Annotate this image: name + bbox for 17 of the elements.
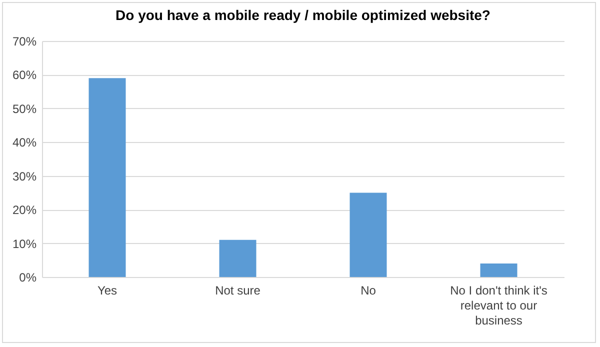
- y-tick-label: 50%: [12, 102, 37, 116]
- bar: [350, 192, 387, 277]
- x-tick-label: No: [360, 284, 376, 298]
- chart-title: Do you have a mobile ready / mobile optimized website?: [116, 7, 490, 23]
- x-tick-label: Yes: [97, 284, 118, 298]
- x-tick-label: Not sure: [215, 284, 261, 298]
- y-tick-label: 40%: [12, 136, 37, 150]
- y-tick-label: 0%: [19, 270, 37, 284]
- bar: [88, 78, 126, 277]
- y-tick-label: 30%: [12, 169, 37, 184]
- y-tick-label: 10%: [12, 236, 37, 251]
- bar: [480, 264, 518, 277]
- y-tick-label: 70%: [12, 34, 37, 48]
- y-tick-label: 60%: [12, 68, 37, 82]
- bar: [219, 240, 256, 277]
- y-tick-label: 20%: [12, 203, 37, 218]
- x-tick-label: No I don't think it's relevant to our business: [450, 284, 548, 328]
